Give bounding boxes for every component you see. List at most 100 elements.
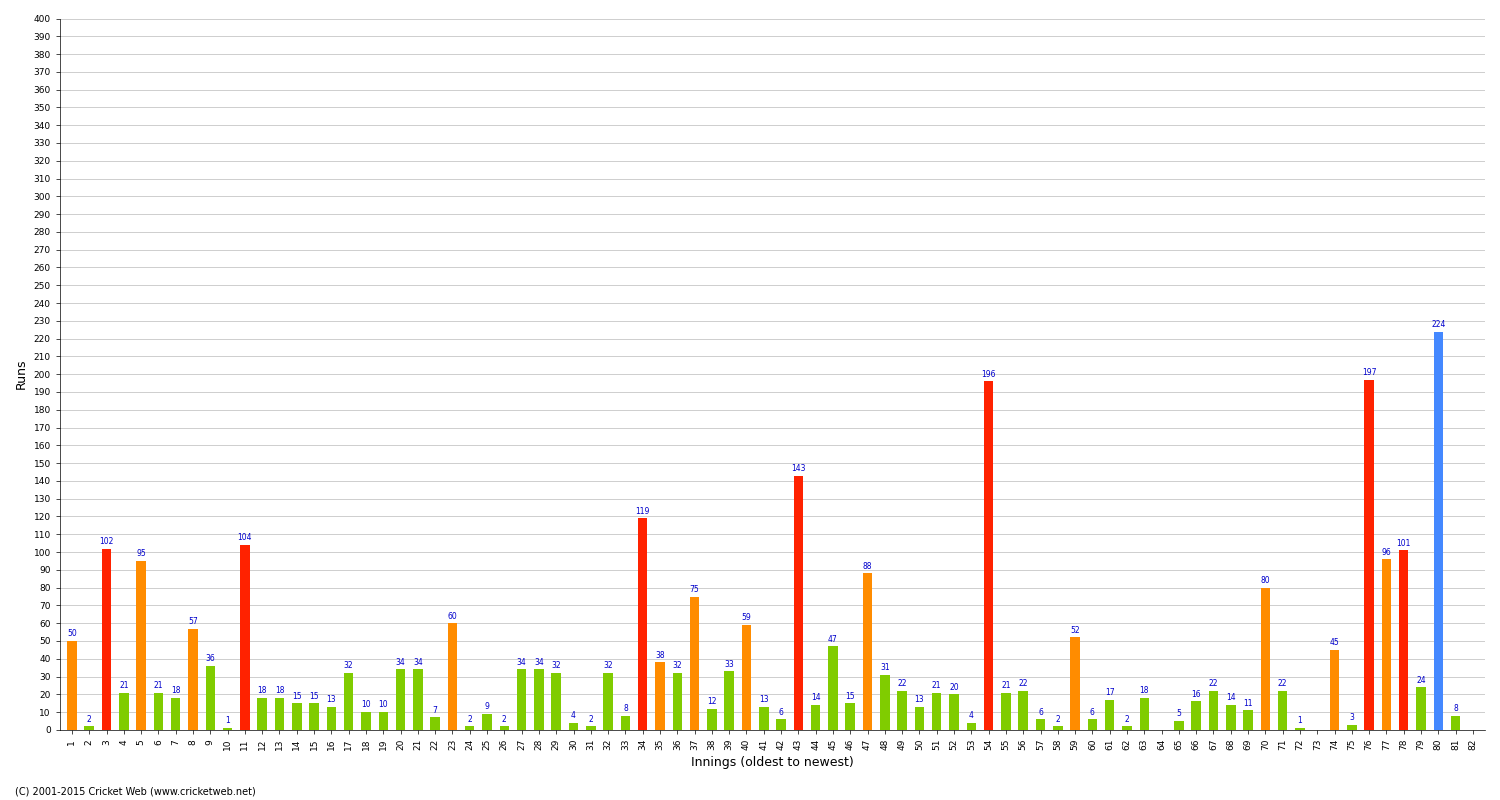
Bar [483, 714, 492, 730]
Text: 12: 12 [706, 697, 717, 706]
Text: 10: 10 [378, 701, 388, 710]
Y-axis label: Runs: Runs [15, 359, 28, 390]
Text: 7: 7 [432, 706, 438, 714]
X-axis label: Innings (oldest to newest): Innings (oldest to newest) [692, 756, 853, 769]
Text: 2: 2 [87, 714, 92, 724]
Bar [1347, 725, 1356, 730]
Bar [621, 716, 630, 730]
Text: 2: 2 [1056, 714, 1060, 724]
Bar [690, 597, 699, 730]
Bar [932, 693, 942, 730]
Bar [741, 625, 752, 730]
Text: 18: 18 [258, 686, 267, 695]
Text: 34: 34 [518, 658, 526, 666]
Text: 4: 4 [969, 711, 974, 720]
Text: 34: 34 [396, 658, 405, 666]
Bar [846, 703, 855, 730]
Bar [897, 690, 908, 730]
Text: 9: 9 [484, 702, 489, 711]
Text: 18: 18 [171, 686, 180, 695]
Bar [189, 629, 198, 730]
Text: 31: 31 [880, 663, 890, 672]
Text: 15: 15 [846, 691, 855, 701]
Text: 38: 38 [656, 650, 664, 660]
Text: 5: 5 [1176, 710, 1182, 718]
Text: 80: 80 [1260, 576, 1270, 585]
Text: 95: 95 [136, 550, 146, 558]
Text: 13: 13 [915, 695, 924, 704]
Bar [586, 726, 596, 730]
Bar [1174, 721, 1184, 730]
Text: 6: 6 [1038, 707, 1042, 717]
Text: 8: 8 [1454, 704, 1458, 713]
Bar [327, 706, 336, 730]
Text: 75: 75 [690, 585, 699, 594]
Text: 21: 21 [118, 681, 129, 690]
Text: 20: 20 [950, 682, 958, 692]
Bar [1019, 690, 1028, 730]
Bar [1071, 638, 1080, 730]
Bar [777, 719, 786, 730]
Bar [378, 712, 388, 730]
Text: 143: 143 [790, 464, 806, 473]
Bar [552, 673, 561, 730]
Bar [518, 670, 526, 730]
Text: 34: 34 [413, 658, 423, 666]
Bar [362, 712, 370, 730]
Bar [1209, 690, 1218, 730]
Bar [1191, 702, 1202, 730]
Bar [603, 673, 613, 730]
Text: 33: 33 [724, 659, 734, 669]
Text: 32: 32 [552, 662, 561, 670]
Text: 16: 16 [1191, 690, 1202, 698]
Text: 24: 24 [1416, 675, 1426, 685]
Bar [1365, 379, 1374, 730]
Text: 22: 22 [1278, 679, 1287, 688]
Bar [206, 666, 214, 730]
Text: 224: 224 [1431, 320, 1446, 329]
Text: 15: 15 [309, 691, 320, 701]
Text: 196: 196 [981, 370, 996, 378]
Text: 17: 17 [1106, 688, 1114, 697]
Text: 4: 4 [572, 711, 576, 720]
Bar [568, 723, 579, 730]
Text: 50: 50 [68, 630, 76, 638]
Bar [1434, 331, 1443, 730]
Bar [258, 698, 267, 730]
Text: 15: 15 [292, 691, 302, 701]
Text: 21: 21 [932, 681, 942, 690]
Bar [1244, 710, 1252, 730]
Text: 22: 22 [1019, 679, 1028, 688]
Bar [1035, 719, 1046, 730]
Bar [344, 673, 354, 730]
Bar [1278, 690, 1287, 730]
Bar [430, 718, 439, 730]
Text: 104: 104 [237, 534, 252, 542]
Text: 88: 88 [862, 562, 873, 570]
Bar [153, 693, 164, 730]
Text: 101: 101 [1396, 538, 1411, 548]
Bar [966, 723, 976, 730]
Text: 36: 36 [206, 654, 214, 663]
Text: 32: 32 [344, 662, 354, 670]
Text: 1: 1 [225, 717, 230, 726]
Bar [638, 518, 648, 730]
Bar [1226, 705, 1236, 730]
Text: 10: 10 [362, 701, 370, 710]
Bar [68, 641, 76, 730]
Text: 102: 102 [99, 537, 114, 546]
Text: 6: 6 [1090, 707, 1095, 717]
Bar [240, 545, 249, 730]
Bar [1000, 693, 1011, 730]
Bar [102, 549, 111, 730]
Text: 18: 18 [1140, 686, 1149, 695]
Text: (C) 2001-2015 Cricket Web (www.cricketweb.net): (C) 2001-2015 Cricket Web (www.cricketwe… [15, 786, 255, 796]
Bar [1053, 726, 1062, 730]
Bar [984, 382, 993, 730]
Text: 14: 14 [1226, 694, 1236, 702]
Bar [309, 703, 320, 730]
Text: 13: 13 [759, 695, 768, 704]
Text: 1: 1 [1298, 717, 1302, 726]
Bar [794, 475, 802, 730]
Bar [171, 698, 180, 730]
